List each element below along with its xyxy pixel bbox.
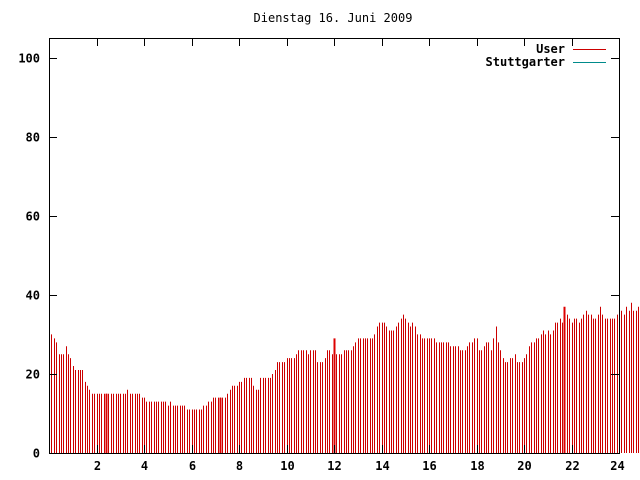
x-axis: 2 4 6 8 10 12 14 16 18 20 22 24 [94,38,625,473]
x-tick-label-5: 12 [327,459,341,473]
y-tick-label-2: 40 [26,289,40,303]
x-tick-label-0: 2 [94,459,101,473]
y-tick-label-5: 100 [18,52,40,66]
highlight-bars-group [105,306,566,453]
y-tick-label-3: 60 [26,210,40,224]
x-tick-label-4: 10 [280,459,294,473]
bars-group [49,302,639,453]
x-tick-label-6: 14 [375,459,389,473]
x-tick-label-10: 22 [565,459,579,473]
y-tick-label-4: 80 [26,131,40,145]
legend-label-stuttgarter: Stuttgarter [486,55,565,69]
y-tick-label-0: 0 [33,447,40,461]
x-tick-label-1: 4 [141,459,148,473]
x-tick-label-8: 18 [470,459,484,473]
x-tick-label-3: 8 [236,459,243,473]
x-tick-label-9: 20 [517,459,531,473]
x-tick-label-11: 24 [610,459,624,473]
y-axis: 0 20 40 60 80 100 [18,52,619,461]
x-tick-label-7: 16 [422,459,436,473]
legend-label-user: User [536,42,565,56]
y-tick-label-1: 20 [26,368,40,382]
chart-title: Dienstag 16. Juni 2009 [254,11,413,25]
x-tick-label-2: 6 [189,459,196,473]
